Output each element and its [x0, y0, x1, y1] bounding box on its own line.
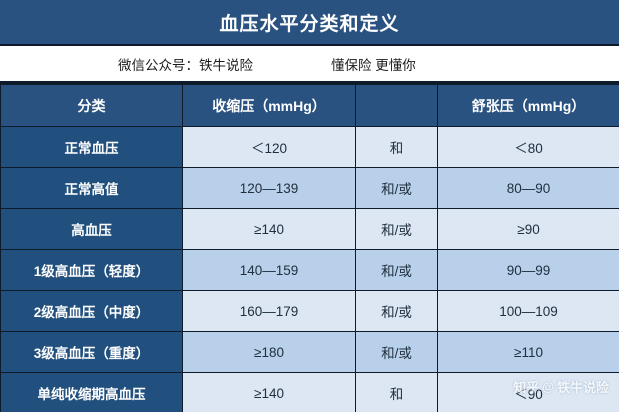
blood-pressure-table: 分类 收缩压（mmHg） 舒张压（mmHg） 正常血压 ＜120 和＜80 正常高值 1… — [0, 84, 619, 412]
cell-diastolic: ≥90 — [437, 208, 619, 250]
cell-conjunction: 和 — [355, 372, 438, 412]
cell-category: 正常高值 — [0, 167, 183, 209]
cell-category: 1级高血压（轻度） — [0, 249, 183, 291]
cell-systolic: 160—179 — [182, 290, 356, 332]
table-row: 1级高血压（轻度） 140—159 和/或 90—99 — [0, 249, 619, 291]
cell-diastolic: ≥110 — [437, 331, 619, 373]
cell-conjunction: 和/或 — [355, 331, 438, 373]
cell-systolic: 140—159 — [182, 249, 356, 291]
column-header-category: 分类 — [0, 84, 183, 127]
cell-conjunction: 和/或 — [355, 249, 438, 291]
cell-systolic: 120—139 — [182, 167, 356, 209]
column-header-diastolic: 舒张压（mmHg） — [437, 84, 619, 127]
table-row: 2级高血压（中度） 160—179 和/或 100—109 — [0, 290, 619, 332]
column-header-systolic: 收缩压（mmHg） — [182, 84, 356, 127]
cell-conjunction: 和/或 — [355, 167, 438, 209]
table-row: 3级高血压（重度） ≥180 和/或 ≥110 — [0, 331, 619, 373]
cell-conjunction: 和/或 — [355, 290, 438, 332]
cell-diastolic: ＜80 — [437, 126, 619, 168]
column-header-conjunction — [355, 84, 438, 127]
cell-diastolic: 80—90 — [437, 167, 619, 209]
cell-category: 高血压 — [0, 208, 183, 250]
table-row: 正常血压 ＜120 和＜80 — [0, 126, 619, 168]
table-row: 单纯收缩期高血压 ≥140 和＜90 — [0, 372, 619, 412]
cell-category: 单纯收缩期高血压 — [0, 372, 183, 412]
table-row: 正常高值 120—139 和/或 80—90 — [0, 167, 619, 209]
wechat-account-label: 微信公众号：铁牛说险 — [118, 57, 253, 73]
cell-category: 正常血压 — [0, 126, 183, 168]
cell-systolic: ≥140 — [182, 372, 356, 412]
slogan-label: 懂保险 更懂你 — [331, 57, 416, 73]
cell-diastolic: 100—109 — [437, 290, 619, 332]
cell-conjunction: 和/或 — [355, 208, 438, 250]
cell-conjunction: 和 — [355, 126, 438, 168]
cell-diastolic: ＜90 — [437, 372, 619, 412]
cell-diastolic: 90—99 — [437, 249, 619, 291]
cell-category: 3级高血压（重度） — [0, 331, 183, 373]
subtitle-bar: 微信公众号：铁牛说险 懂保险 更懂你 — [0, 46, 619, 84]
cell-category: 2级高血压（中度） — [0, 290, 183, 332]
table-body: 正常血压 ＜120 和＜80 正常高值 120—139 和/或 80—90 高血压 ≥140 和/… — [0, 126, 619, 412]
cell-systolic: ≥180 — [182, 331, 356, 373]
cell-systolic: ≥140 — [182, 208, 356, 250]
cell-systolic: ＜120 — [182, 126, 356, 168]
table-header-row: 分类 收缩压（mmHg） 舒张压（mmHg） — [0, 84, 619, 127]
page-title: 血压水平分类和定义 — [219, 13, 400, 35]
table-row: 高血压 ≥140 和/或 ≥90 — [0, 208, 619, 250]
title-banner: 血压水平分类和定义 — [0, 0, 619, 46]
